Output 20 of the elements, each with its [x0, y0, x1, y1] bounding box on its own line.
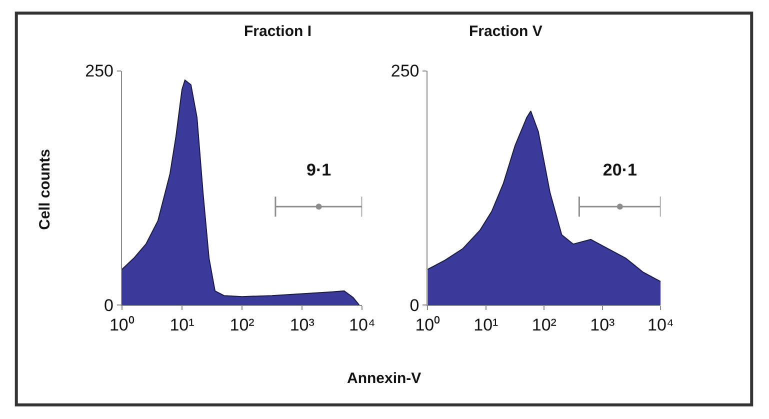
chart-title: Fraction V	[469, 23, 542, 40]
x-axis-title: Annexin-V	[347, 370, 422, 387]
y-tick-label: 0	[410, 296, 420, 315]
x-tick-label: 10³	[290, 315, 315, 334]
x-tick-label: 10¹	[474, 315, 499, 334]
data-label: 9·1	[306, 160, 332, 180]
y-tick-label: 250	[85, 62, 114, 81]
x-tick-label: 10⁰	[109, 315, 134, 334]
x-tick-label: 10¹	[170, 315, 195, 334]
x-tick-label: 10⁴	[648, 315, 674, 334]
y-axis-title: Cell counts	[36, 149, 54, 230]
x-tick-label: 10⁴	[349, 315, 376, 334]
x-tick-label: 10²	[230, 315, 255, 334]
x-tick-label: 10³	[590, 315, 616, 334]
y-tick-label: 0	[104, 296, 114, 315]
x-tick-label: 10⁰	[415, 315, 440, 334]
data-label: 20·1	[602, 160, 637, 180]
y-tick-label: 250	[390, 62, 420, 81]
x-tick-label: 10²	[532, 315, 557, 334]
chart-title: Fraction I	[244, 23, 312, 40]
